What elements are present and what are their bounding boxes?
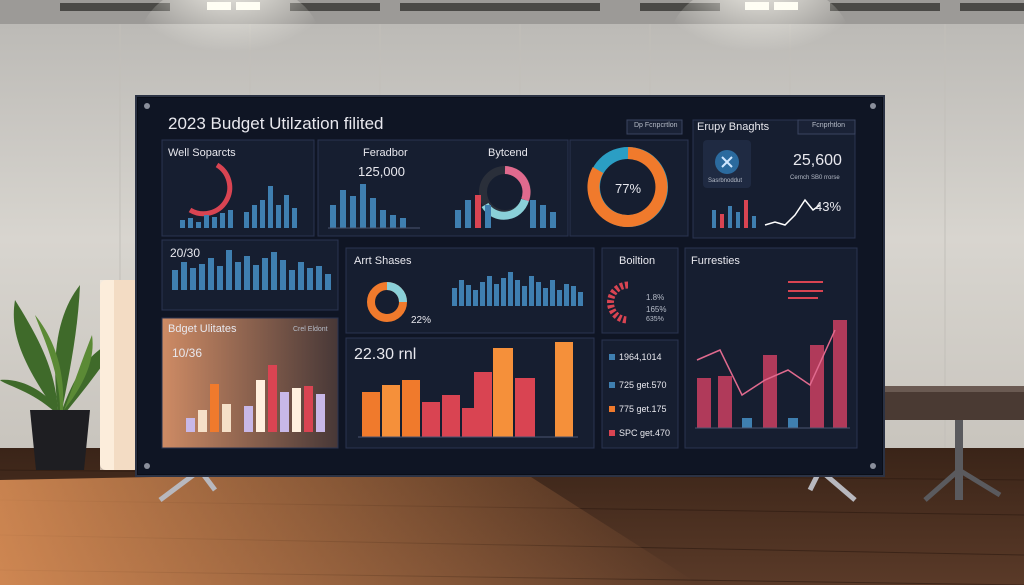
label-bytcend: Bytcend [488,147,528,159]
value-feradbor: 125,000 [358,164,405,179]
bars-main [362,342,573,437]
label-feradbor: Feradbor [363,147,408,159]
bars-furresties [697,320,847,428]
donut-77-label: 77% [615,181,642,196]
big-sub: Cernch SB0 rrorse [790,175,840,181]
legend-item-3: 775 get.175 [619,404,667,414]
bars-well-sources [180,186,297,228]
bars-feradbor [330,184,406,228]
main-value: 22.30 rnl [354,346,417,363]
gauge-arc [188,162,233,217]
label-furresties: Furresties [691,255,740,267]
bars-art-shases [452,272,583,306]
bolition-v1: 1.8% [646,293,665,302]
ceiling-vents [60,3,1024,11]
big-value: 25,600 [793,152,842,169]
legend-item-4: SPC get.470 [619,428,671,438]
sunlight-patch [0,470,700,585]
header-button-1[interactable]: Dp Fcnpcrtlon [634,122,678,129]
bars-right-top [712,200,756,228]
label-art-shases: Arrt Shases [354,255,412,267]
bars-budget [186,365,325,432]
label-bolition: Boiltion [619,255,656,267]
donut-small-label: Sasrbnoddut [708,178,743,184]
sparkline [764,198,821,226]
big-pct: 43% [815,199,842,214]
header-button-2[interactable]: Fcnprhtlon [812,122,846,129]
legend-item-2: 725 get.570 [619,380,667,390]
bolition-v2: 165% [646,305,667,314]
budget-ratio: 10/36 [172,346,203,360]
bars-bytcend [455,195,556,228]
dashboard-title: 2023 Budget Utilzation filited [168,114,384,133]
bolition-v3: 635% [646,316,664,323]
ring-boiltion [607,281,629,324]
side-table [885,386,1024,502]
ratio-20-30: 20/30 [170,246,201,260]
legend-item-1: 1964,1014 [619,352,662,362]
bars-20-30 [172,250,331,290]
legend-swatches [609,354,615,436]
label-well-sources: Well Soparcts [168,147,236,159]
label-budget-utilizates: Bdget Ulitates [168,323,237,335]
right-header: Erupy Bnaghts [697,121,770,133]
art-pct: 22% [411,315,432,326]
budget-legend: Crel Eldont [293,326,328,333]
